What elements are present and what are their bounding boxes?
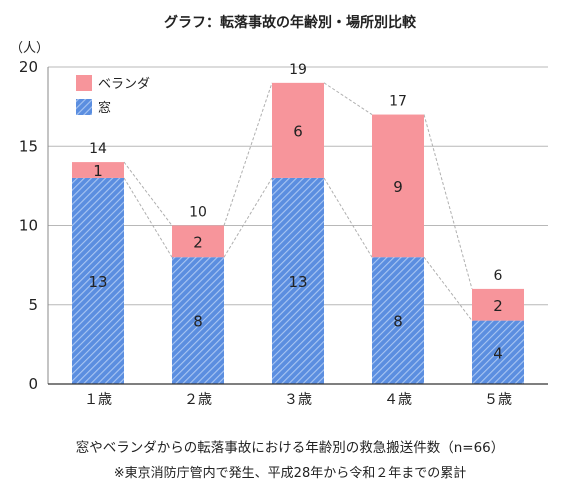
bar-veranda bbox=[72, 162, 124, 178]
bar-veranda bbox=[472, 288, 524, 321]
label-window-value: 13 bbox=[288, 273, 307, 291]
y-tick-label: 5 bbox=[28, 296, 38, 314]
y-tick-label: 10 bbox=[19, 217, 38, 235]
legend-swatch-window bbox=[76, 99, 92, 115]
label-window-value: 8 bbox=[193, 313, 203, 331]
bar-window bbox=[272, 177, 324, 384]
bar-veranda bbox=[172, 225, 224, 258]
y-tick-label: 20 bbox=[19, 58, 38, 76]
label-veranda-value: 1 bbox=[93, 162, 103, 180]
connector-lines bbox=[123, 82, 473, 321]
label-total-value: 10 bbox=[189, 205, 207, 221]
y-tick-label: 0 bbox=[28, 375, 38, 393]
x-tick-label: ５歳 bbox=[484, 392, 512, 408]
bars bbox=[72, 82, 524, 384]
caption-note: ※東京消防庁管内で発生、平成28年から令和２年までの累計 bbox=[113, 466, 467, 481]
connector-window bbox=[223, 177, 273, 258]
label-total-value: 14 bbox=[89, 141, 107, 157]
bar-veranda bbox=[372, 114, 424, 258]
y-tick-label: 15 bbox=[19, 137, 38, 155]
label-veranda-value: 2 bbox=[193, 233, 203, 251]
label-veranda-value: 2 bbox=[493, 297, 503, 315]
axes: 0 5 10 15 20 bbox=[19, 58, 548, 393]
legend-label-window: 窓 bbox=[98, 100, 111, 116]
bar-window bbox=[372, 257, 424, 384]
stacked-bar-chart: 13 1 14 １歳 8 2 10 ２歳 13 6 19 ３歳 8 9 17 ４歳 4 2 6 ５歳 0 5 10 15 20… bbox=[10, 41, 548, 408]
label-total-value: 17 bbox=[389, 94, 407, 110]
legend-swatch-veranda bbox=[76, 75, 92, 91]
connector-window bbox=[123, 177, 173, 258]
label-total-value: 19 bbox=[289, 62, 307, 78]
connector-total bbox=[123, 161, 173, 226]
label-veranda-value: 6 bbox=[293, 122, 303, 140]
chart-title: グラフ：転落事故の年齢別・場所別比較 bbox=[164, 15, 416, 31]
connector-total bbox=[423, 114, 473, 290]
x-tick-label: １歳 bbox=[84, 392, 112, 408]
legend-label-veranda: ベランダ bbox=[98, 77, 150, 92]
bar-window bbox=[472, 320, 524, 384]
x-tick-label: ２歳 bbox=[184, 392, 212, 408]
label-window-value: 4 bbox=[493, 344, 503, 362]
label-window-value: 13 bbox=[88, 273, 107, 291]
x-tick-label: ３歳 bbox=[284, 392, 312, 408]
bar-window bbox=[172, 257, 224, 384]
x-tick-label: ４歳 bbox=[384, 392, 412, 408]
connector-window bbox=[423, 256, 473, 321]
caption-main: 窓やベランダからの転落事故における年齢別の救急搬送件数（n=66） bbox=[75, 440, 505, 456]
connector-total bbox=[223, 82, 273, 226]
label-window-value: 8 bbox=[393, 313, 403, 331]
y-unit-label: （人） bbox=[10, 41, 49, 56]
label-total-value: 6 bbox=[494, 268, 503, 284]
label-veranda-value: 9 bbox=[393, 178, 403, 196]
connector-total bbox=[323, 82, 373, 115]
labels: 13 1 14 １歳 8 2 10 ２歳 13 6 19 ３歳 8 9 17 ４歳 4 2 6 ５歳 bbox=[84, 62, 512, 408]
bar-veranda bbox=[272, 82, 324, 178]
bar-window bbox=[72, 177, 124, 384]
connector-window bbox=[323, 177, 373, 258]
